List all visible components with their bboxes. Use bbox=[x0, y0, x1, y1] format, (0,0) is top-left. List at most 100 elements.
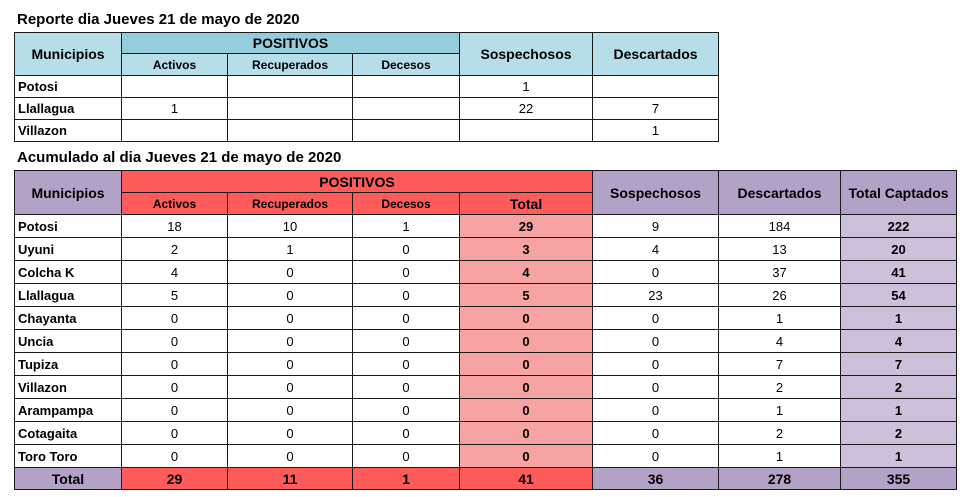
table-row: Llallagua 5 0 0 5 23 26 54 bbox=[14, 283, 958, 307]
cell-sospechosos: 0 bbox=[592, 398, 720, 422]
cell-recuperados: 0 bbox=[227, 329, 353, 353]
header-total-captados: Total Captados bbox=[840, 170, 958, 215]
header-descartados: Descartados bbox=[592, 32, 720, 76]
cell-sospechosos: 0 bbox=[592, 375, 720, 399]
cell-descartados bbox=[592, 75, 720, 98]
cell-decesos: 0 bbox=[352, 237, 460, 261]
cell-decesos bbox=[351, 119, 461, 142]
cell-activos bbox=[121, 75, 228, 98]
cell-sospechosos: 1 bbox=[459, 75, 594, 98]
cell-recuperados bbox=[227, 97, 353, 120]
table-row: Uyuni 2 1 0 3 4 13 20 bbox=[14, 237, 958, 261]
cell-activos: 0 bbox=[121, 329, 228, 353]
cell-activos: 0 bbox=[121, 375, 228, 399]
table-row: Llallagua 1 22 7 bbox=[14, 97, 720, 120]
cell-sospechosos: 4 bbox=[592, 237, 720, 261]
cumulative-report-title: Acumulado al dia Jueves 21 de mayo de 20… bbox=[17, 149, 342, 166]
cell-activos: 0 bbox=[121, 398, 228, 422]
cell-total: 0 bbox=[458, 421, 594, 445]
cell-descartados: 1 bbox=[718, 398, 842, 422]
daily-report-rows: Potosi 1 Llallagua 1 22 7 Villazon 1 bbox=[14, 75, 720, 142]
cell-descartados: 37 bbox=[718, 260, 842, 284]
cell-descartados: 7 bbox=[592, 97, 720, 120]
cell-municipio: Villazon bbox=[14, 375, 122, 399]
cell-descartados: 1 bbox=[718, 306, 842, 330]
cell-descartados: 26 bbox=[718, 283, 842, 307]
table-row: Tupiza 0 0 0 0 0 7 7 bbox=[14, 352, 958, 376]
table-row: Potosi 18 10 1 29 9 184 222 bbox=[14, 214, 958, 238]
header-positivos: POSITIVOS bbox=[120, 170, 594, 193]
cell-total: 4 bbox=[458, 260, 594, 284]
cell-recuperados: 0 bbox=[227, 306, 353, 330]
cell-decesos: 0 bbox=[352, 444, 460, 468]
cell-total: 0 bbox=[458, 352, 594, 376]
cell-sospechosos: 9 bbox=[592, 214, 720, 238]
cell-recuperados: 0 bbox=[227, 283, 353, 307]
cell-activos bbox=[121, 119, 228, 142]
table-row: Arampampa 0 0 0 0 0 1 1 bbox=[14, 398, 958, 422]
cell-total-captados: 2 bbox=[840, 375, 958, 399]
cell-recuperados: 0 bbox=[227, 352, 353, 376]
cell-decesos: 1 bbox=[352, 214, 460, 238]
cell-recuperados: 0 bbox=[227, 260, 353, 284]
totals-sospechosos: 36 bbox=[592, 467, 720, 490]
cell-descartados: 4 bbox=[718, 329, 842, 353]
cell-recuperados: 0 bbox=[227, 398, 353, 422]
cell-sospechosos: 0 bbox=[592, 306, 720, 330]
table-row: Potosi 1 bbox=[14, 75, 720, 98]
cell-municipio: Chayanta bbox=[14, 306, 122, 330]
cell-decesos: 0 bbox=[352, 260, 460, 284]
cell-activos: 18 bbox=[121, 214, 228, 238]
cell-municipio: Cotagaita bbox=[14, 421, 122, 445]
totals-decesos: 1 bbox=[352, 467, 460, 490]
cell-recuperados: 0 bbox=[227, 421, 353, 445]
cell-municipio: Llallagua bbox=[14, 97, 122, 120]
header-decesos: Decesos bbox=[351, 53, 461, 76]
cell-total: 3 bbox=[458, 237, 594, 261]
cell-recuperados bbox=[227, 119, 353, 142]
totals-descartados: 278 bbox=[718, 467, 842, 490]
cell-activos: 1 bbox=[121, 97, 228, 120]
cell-sospechosos: 22 bbox=[459, 97, 594, 120]
cell-total-captados: 222 bbox=[840, 214, 958, 238]
daily-report-title: Reporte dia Jueves 21 de mayo de 2020 bbox=[17, 11, 300, 28]
header-recuperados: Recuperados bbox=[227, 53, 353, 76]
cell-sospechosos: 0 bbox=[592, 421, 720, 445]
cell-activos: 2 bbox=[121, 237, 228, 261]
cell-decesos bbox=[351, 97, 461, 120]
cell-descartados: 13 bbox=[718, 237, 842, 261]
cell-descartados: 1 bbox=[592, 119, 720, 142]
cell-descartados: 7 bbox=[718, 352, 842, 376]
table-row: Toro Toro 0 0 0 0 0 1 1 bbox=[14, 444, 958, 468]
header-total: Total bbox=[458, 192, 594, 215]
totals-recuperados: 11 bbox=[227, 467, 353, 490]
table-row: Chayanta 0 0 0 0 0 1 1 bbox=[14, 306, 958, 330]
cell-decesos bbox=[351, 75, 461, 98]
cell-total: 29 bbox=[458, 214, 594, 238]
table-row: Villazon 0 0 0 0 0 2 2 bbox=[14, 375, 958, 399]
cell-total: 0 bbox=[458, 306, 594, 330]
cell-decesos: 0 bbox=[352, 398, 460, 422]
cell-total: 0 bbox=[458, 375, 594, 399]
cell-municipio: Arampampa bbox=[14, 398, 122, 422]
cell-decesos: 0 bbox=[352, 375, 460, 399]
cell-municipio: Llallagua bbox=[14, 283, 122, 307]
cell-municipio: Colcha K bbox=[14, 260, 122, 284]
header-descartados: Descartados bbox=[718, 170, 842, 215]
cell-recuperados: 0 bbox=[227, 375, 353, 399]
cell-sospechosos: 0 bbox=[592, 329, 720, 353]
cumulative-report-table: Municipios POSITIVOS Sospechosos Descart… bbox=[14, 170, 958, 490]
table-row: Cotagaita 0 0 0 0 0 2 2 bbox=[14, 421, 958, 445]
header-municipios: Municipios bbox=[14, 170, 122, 215]
cell-decesos: 0 bbox=[352, 283, 460, 307]
cell-total-captados: 7 bbox=[840, 352, 958, 376]
cell-descartados: 1 bbox=[718, 444, 842, 468]
cell-municipio: Uyuni bbox=[14, 237, 122, 261]
daily-report-table: Municipios POSITIVOS Sospechosos Descart… bbox=[14, 32, 720, 142]
cell-total-captados: 20 bbox=[840, 237, 958, 261]
header-positivos: POSITIVOS bbox=[120, 32, 461, 54]
cell-activos: 0 bbox=[121, 444, 228, 468]
cell-activos: 5 bbox=[121, 283, 228, 307]
cell-total: 0 bbox=[458, 444, 594, 468]
cell-municipio: Uncia bbox=[14, 329, 122, 353]
